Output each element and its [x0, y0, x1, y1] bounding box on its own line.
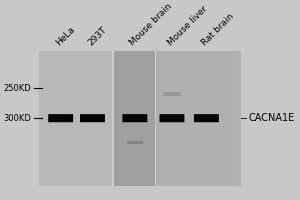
FancyBboxPatch shape: [194, 114, 219, 122]
FancyBboxPatch shape: [122, 114, 147, 122]
Bar: [50, 117, 71, 120]
Text: 250KD: 250KD: [4, 84, 31, 93]
FancyBboxPatch shape: [80, 114, 105, 122]
Bar: [40, 51, 112, 186]
FancyBboxPatch shape: [48, 114, 73, 122]
Text: Rat brain: Rat brain: [200, 12, 236, 47]
Bar: [82, 117, 103, 120]
Text: Mouse brain: Mouse brain: [128, 2, 174, 47]
Bar: [162, 117, 182, 120]
Bar: [125, 117, 145, 120]
Text: Mouse liver: Mouse liver: [166, 4, 209, 47]
Text: HeLa: HeLa: [54, 25, 77, 47]
Text: 293T: 293T: [86, 25, 108, 47]
Bar: [114, 51, 155, 186]
Bar: [40, 51, 241, 186]
Text: 300KD: 300KD: [4, 114, 32, 123]
Bar: [163, 92, 181, 96]
Bar: [127, 141, 143, 144]
FancyBboxPatch shape: [160, 114, 184, 122]
Bar: [112, 51, 114, 186]
Text: CACNA1E: CACNA1E: [249, 113, 295, 123]
Bar: [155, 51, 156, 186]
Bar: [196, 117, 217, 120]
Bar: [156, 51, 235, 186]
